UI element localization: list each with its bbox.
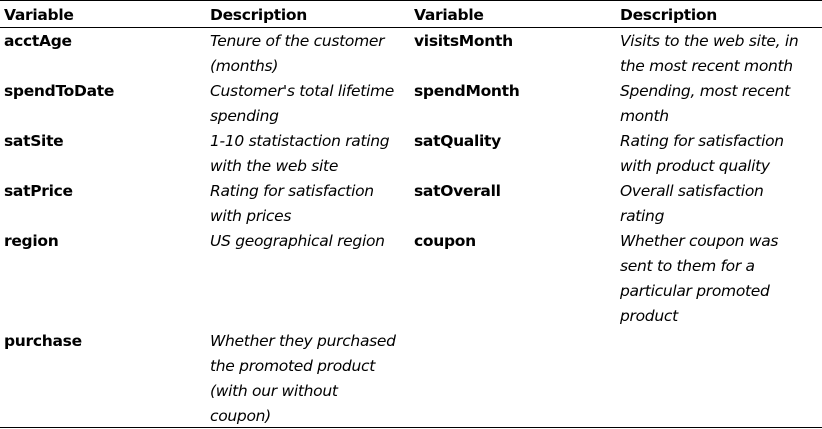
description-line: coupon) (210, 407, 271, 425)
description-line: month (620, 107, 669, 125)
header-description-2: Description (620, 6, 717, 24)
description-line: Customer's total lifetime (210, 82, 395, 100)
description-line: the promoted product (210, 357, 375, 375)
variable-description: Whether coupon was sent to them for a pa… (620, 229, 778, 329)
variable-description: Rating for satisfaction with prices (210, 179, 374, 229)
variable-description: 1-10 statistaction rating with the web s… (210, 129, 390, 179)
description-line: Rating for satisfaction (620, 132, 784, 150)
description-line: Tenure of the customer (210, 32, 385, 50)
description-line: Rating for satisfaction (210, 182, 374, 200)
variable-description: Rating for satisfaction with product qua… (620, 129, 784, 179)
description-line: product (620, 307, 678, 325)
variable-name: satPrice (4, 182, 73, 200)
description-line: Visits to the web site, in (620, 32, 799, 50)
variable-description: Customer's total lifetime spending (210, 79, 394, 129)
variable-name: spendToDate (4, 82, 115, 100)
variable-description: US geographical region (210, 229, 385, 254)
description-line: particular promoted (620, 282, 770, 300)
description-line: with the web site (210, 157, 339, 175)
description-line: with product quality (620, 157, 770, 175)
header-variable-1: Variable (4, 6, 74, 24)
variable-description: Visits to the web site, in the most rece… (620, 29, 799, 79)
variable-name: visitsMonth (414, 32, 513, 50)
variable-name: region (4, 232, 59, 250)
description-line: US geographical region (210, 232, 385, 250)
description-line: 1-10 statistaction rating (210, 132, 390, 150)
variable-description: Overall satisfaction rating (620, 179, 764, 229)
description-line: Spending, most recent (620, 82, 790, 100)
variable-name: acctAge (4, 32, 72, 50)
variable-description: Spending, most recent month (620, 79, 790, 129)
description-line: with prices (210, 207, 292, 225)
description-line: sent to them for a (620, 257, 755, 275)
variable-name: coupon (414, 232, 476, 250)
header-variable-2: Variable (414, 6, 484, 24)
description-line: Overall satisfaction (620, 182, 764, 200)
variable-name: spendMonth (414, 82, 520, 100)
variable-name: purchase (4, 332, 82, 350)
description-line: rating (620, 207, 665, 225)
header-top-rule (0, 0, 822, 1)
description-line: Whether they purchased (210, 332, 396, 350)
variable-name: satSite (4, 132, 64, 150)
variable-description: Tenure of the customer (months) (210, 29, 385, 79)
description-line: Whether coupon was (620, 232, 779, 250)
description-line: spending (210, 107, 279, 125)
variable-name: satQuality (414, 132, 501, 150)
header-description-1: Description (210, 6, 307, 24)
variable-name: satOverall (414, 182, 501, 200)
description-line: the most recent month (620, 57, 793, 75)
description-line: (months) (210, 57, 279, 75)
description-line: (with our without (210, 382, 338, 400)
header-bottom-rule (0, 27, 822, 28)
variable-description: Whether they purchased the promoted prod… (210, 329, 396, 429)
